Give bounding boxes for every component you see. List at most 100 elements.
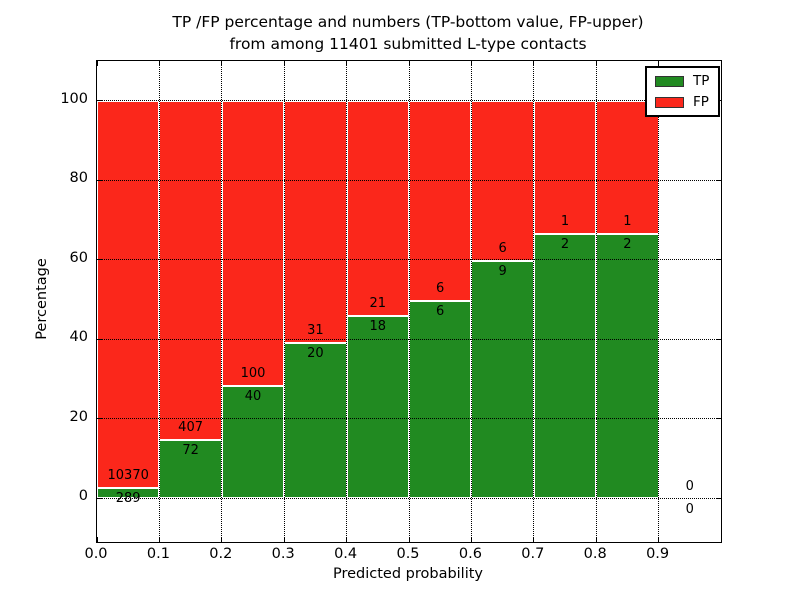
x-tick-label: 0.3 xyxy=(271,546,295,562)
y-tick-label: 20 xyxy=(69,408,88,425)
bar-count-label-fp: 31 xyxy=(307,323,324,339)
legend-swatch-tp-icon xyxy=(655,75,684,87)
bar-tp-segment xyxy=(221,384,285,499)
gridline-horizontal xyxy=(97,418,721,420)
y-tick-label: 0 xyxy=(78,488,88,505)
axis-tick-bottom xyxy=(470,537,472,542)
chart-title-line1: TP /FP percentage and numbers (TP-bottom… xyxy=(172,13,644,31)
bar-count-label-fp: 10370 xyxy=(107,468,149,484)
bar-count-label-tp: 2 xyxy=(560,237,570,253)
axis-tick-left xyxy=(97,497,102,499)
axis-tick-top xyxy=(96,61,98,66)
gridline-vertical xyxy=(595,61,597,542)
x-tick-label: 0.1 xyxy=(146,546,170,562)
x-tick-label: 0.8 xyxy=(583,546,607,562)
x-tick-label: 0.5 xyxy=(396,546,420,562)
axis-tick-top xyxy=(470,61,472,66)
gridline-horizontal xyxy=(97,100,721,102)
bar-tp-segment xyxy=(346,314,409,499)
bar-count-label-fp: 6 xyxy=(436,280,445,296)
y-tick-label: 100 xyxy=(60,90,88,107)
gridline-vertical xyxy=(470,61,472,542)
bar-count-label-fp: 1 xyxy=(560,214,570,230)
plot-area: 10370 289 407 72 100 40 31 20 21 18 6 6 6 9 1 2 1 2 0 0 xyxy=(96,60,722,543)
x-axis-label: Predicted probability xyxy=(332,566,484,582)
bar-count-label-fp: 0 xyxy=(685,479,694,495)
bar-count-label-tp: 18 xyxy=(369,318,387,334)
axis-tick-bottom xyxy=(346,537,348,542)
y-tick-label: 40 xyxy=(69,329,88,346)
gridline-vertical xyxy=(408,61,410,542)
bar-count-label-fp: 100 xyxy=(240,365,266,381)
gridline-vertical xyxy=(221,61,223,542)
gridline-vertical xyxy=(533,61,535,542)
legend-item-fp: FP xyxy=(655,95,709,109)
gridline-vertical xyxy=(658,61,660,542)
axis-tick-top xyxy=(408,61,410,66)
axis-tick-left xyxy=(97,259,102,261)
bar-fp-segment xyxy=(159,100,222,439)
axis-tick-right xyxy=(716,418,721,420)
bar-tp-segment xyxy=(596,233,659,499)
legend: TP FP xyxy=(645,66,721,117)
axis-tick-right xyxy=(716,338,721,340)
bar-count-label-tp: 72 xyxy=(182,442,199,458)
bar-fp-segment xyxy=(97,100,160,488)
bar-count-label-tp: 20 xyxy=(307,346,324,362)
bar-count-label-tp: 289 xyxy=(115,491,141,507)
bar-fp-segment xyxy=(409,100,472,300)
x-tick-label: 0.9 xyxy=(646,546,670,562)
legend-label-fp: FP xyxy=(693,94,709,110)
bar-count-label-tp: 6 xyxy=(436,303,445,319)
axis-tick-right xyxy=(716,179,721,181)
axis-tick-bottom xyxy=(158,537,160,542)
bar-tp-segment xyxy=(471,259,534,499)
bar-tp-segment xyxy=(97,487,160,499)
bar-fp-segment xyxy=(596,100,659,234)
x-tick-label: 0.2 xyxy=(209,546,233,562)
axis-tick-bottom xyxy=(96,537,98,542)
axis-tick-bottom xyxy=(221,537,223,542)
axis-tick-bottom xyxy=(283,537,285,542)
bar-tp-segment xyxy=(533,233,597,499)
gridline-vertical xyxy=(158,61,160,542)
bar-count-label-fp: 1 xyxy=(623,214,632,230)
bar-count-label-tp: 40 xyxy=(244,388,262,404)
plot-inner: 10370 289 407 72 100 40 31 20 21 18 6 6 6 9 1 2 1 2 0 0 xyxy=(96,61,721,542)
axis-tick-top xyxy=(533,61,535,66)
x-tick-label: 0.4 xyxy=(334,546,358,562)
bar-fp-segment xyxy=(221,100,285,385)
gridline-vertical xyxy=(346,61,348,542)
axis-tick-top xyxy=(283,61,285,66)
axis-tick-right xyxy=(716,497,721,499)
gridline-horizontal xyxy=(97,179,721,181)
bar-tp-segment xyxy=(284,342,347,499)
bar-count-label-tp: 0 xyxy=(685,502,694,518)
axis-tick-top xyxy=(221,61,223,66)
bar-count-label-tp: 2 xyxy=(623,237,632,253)
gridline-horizontal xyxy=(97,497,721,499)
axis-tick-bottom xyxy=(595,537,597,542)
axis-tick-top xyxy=(595,61,597,66)
legend-label-tp: TP xyxy=(693,73,710,89)
gridline-horizontal xyxy=(97,259,721,261)
bar-fp-segment xyxy=(284,100,347,343)
x-tick-label: 0.6 xyxy=(458,546,482,562)
bar-count-label-tp: 9 xyxy=(498,263,507,279)
axis-tick-top xyxy=(158,61,160,66)
x-tick-label: 0.0 xyxy=(84,546,108,562)
y-tick-label: 80 xyxy=(69,170,88,187)
axis-tick-left xyxy=(97,338,102,340)
bar-count-label-fp: 21 xyxy=(369,295,387,311)
axis-tick-bottom xyxy=(533,537,535,542)
chart-title-line2: from among 11401 submitted L-type contac… xyxy=(229,35,587,53)
bar-count-label-fp: 407 xyxy=(178,419,203,435)
y-tick-label: 60 xyxy=(69,249,88,266)
bar-fp-segment xyxy=(346,100,409,315)
y-axis-label: Percentage xyxy=(34,258,50,340)
axis-tick-top xyxy=(658,61,660,66)
axis-tick-left xyxy=(97,100,102,102)
gridline-vertical xyxy=(283,61,285,542)
bar-tp-segment xyxy=(409,299,472,499)
